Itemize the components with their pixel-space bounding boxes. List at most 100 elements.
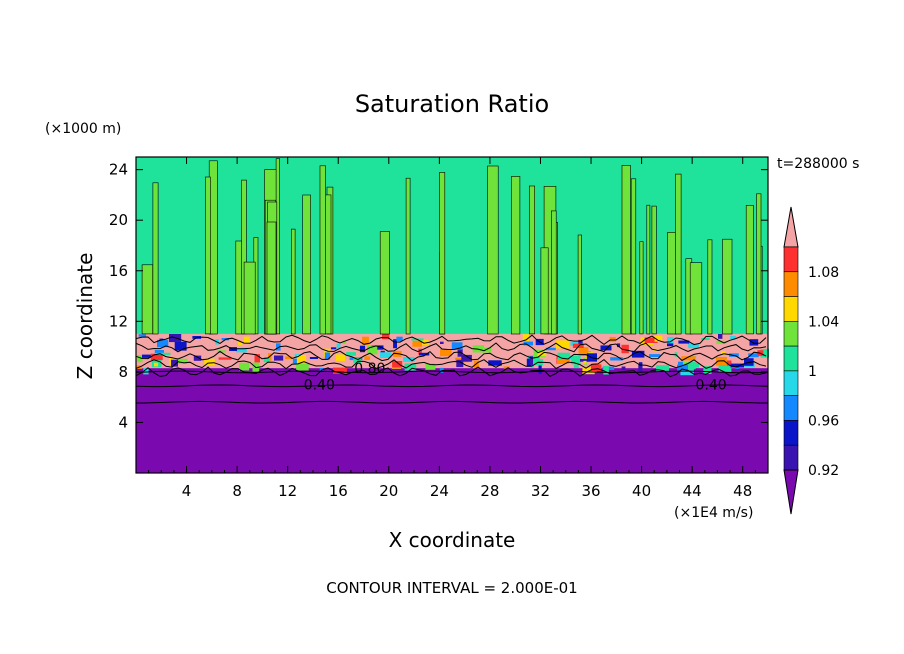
- layer-cell: [603, 365, 609, 375]
- layer-contour-line: [135, 358, 767, 370]
- colorbar-tick-label: 1: [808, 364, 817, 380]
- plume-streak: [439, 172, 446, 335]
- colorbar-tick-label: 1.04: [808, 314, 839, 330]
- colorbar-bottom-arrow: [783, 469, 799, 515]
- layer-cell: [656, 365, 670, 372]
- layer-cell: [573, 364, 579, 369]
- plume-streak: [689, 262, 703, 335]
- plume-streak: [577, 234, 582, 335]
- layer-cell: [263, 357, 270, 363]
- layer-cell: [609, 337, 616, 342]
- colorbar: 1.08 1.04 1 0.96 0.92: [783, 206, 839, 515]
- layer-cell: [578, 347, 589, 356]
- colorbar-tick-label: 0.96: [808, 413, 839, 429]
- layer-cell: [557, 359, 570, 364]
- y-tick-label: 16: [109, 262, 128, 280]
- y-axis-label: Z coordinate: [73, 253, 97, 380]
- layer-cell: [718, 364, 732, 373]
- layer-cell: [631, 350, 645, 358]
- layer-cell: [488, 360, 502, 366]
- layer-cell: [683, 361, 696, 370]
- layer-cell: [638, 362, 643, 366]
- y-tick-label: 4: [118, 413, 128, 431]
- layer-cell: [555, 340, 570, 349]
- colorbar-bin: [783, 345, 799, 372]
- layer-cell: [644, 337, 658, 343]
- layer-cell: [362, 336, 369, 345]
- x-unit-label: (×1E4 m/s): [674, 505, 753, 521]
- plume-streak: [290, 228, 296, 335]
- layer-cell: [461, 354, 472, 362]
- layer-cell: [667, 336, 674, 344]
- layer-cell: [730, 363, 744, 368]
- colorbar-tick-label: 0.92: [808, 463, 839, 479]
- layer-contour-line: [135, 342, 767, 354]
- layer-cell: [572, 343, 584, 348]
- layer-cell: [526, 358, 532, 367]
- layer-cell: [359, 345, 366, 353]
- layer-cell: [557, 352, 571, 362]
- layer-cell: [142, 354, 156, 358]
- layer-cell: [523, 341, 533, 346]
- colorbar-bin: [783, 370, 799, 396]
- layer-cell: [440, 341, 444, 344]
- layer-cell: [380, 352, 392, 358]
- layer-cell: [404, 363, 417, 371]
- layer-cell: [610, 357, 623, 361]
- layer-cell: [538, 365, 542, 374]
- plume-streak: [621, 165, 631, 335]
- colorbar-bin: [783, 296, 799, 322]
- lower-contour-line: [136, 400, 768, 404]
- layer-cell: [137, 355, 143, 363]
- layer-cell: [649, 354, 661, 357]
- layer-cell: [578, 339, 583, 347]
- layer-cell: [392, 361, 403, 368]
- layer-cell: [396, 336, 403, 342]
- plume-streak: [707, 239, 713, 335]
- plume-streak: [319, 165, 326, 335]
- layer-cell: [154, 350, 164, 353]
- plume-streak: [528, 185, 535, 335]
- layer-cell: [760, 348, 769, 358]
- lower-contour-line: [135, 370, 769, 374]
- chart-title: Saturation Ratio: [355, 90, 549, 118]
- layer-cell: [691, 363, 699, 368]
- layer-cell: [393, 339, 397, 349]
- layer-cell: [239, 362, 250, 371]
- plume-streak: [141, 264, 154, 335]
- layer-cell: [380, 350, 385, 354]
- colorbar-bin: [783, 395, 799, 421]
- layer-cell: [617, 343, 621, 348]
- layer-cell: [254, 354, 260, 363]
- x-tick-label: 44: [683, 482, 702, 500]
- layer-cell: [153, 362, 159, 367]
- layer-cell: [703, 366, 712, 374]
- layer-cell: [749, 339, 759, 346]
- layer-cell: [296, 354, 306, 364]
- time-label: t=288000 s: [777, 156, 859, 172]
- layer-cell: [238, 341, 243, 346]
- layer-cell: [331, 347, 337, 350]
- x-tick-label: 8: [232, 482, 242, 500]
- layer-cell: [678, 340, 690, 344]
- colorbar-bin: [783, 246, 799, 273]
- layer-cell: [667, 343, 674, 347]
- plume-streak: [630, 178, 637, 335]
- layer-cell: [748, 353, 759, 358]
- layer-cell: [342, 340, 346, 344]
- colorbar-bin: [783, 271, 799, 297]
- x-tick-label: 4: [182, 482, 192, 500]
- layer-cell: [730, 336, 736, 340]
- plume-streak: [540, 247, 549, 335]
- layer-cell: [217, 350, 226, 353]
- contour-label: 0.80: [354, 361, 385, 377]
- layer-cell: [720, 351, 726, 355]
- contour-field: 0.40 0.80 0.40: [135, 157, 769, 473]
- layer-cell: [716, 340, 727, 344]
- layer-contour-line: [135, 350, 767, 362]
- plume-streak: [675, 173, 682, 335]
- layer-cell: [545, 347, 556, 351]
- layer-cell: [600, 345, 612, 351]
- layer-cell: [364, 356, 371, 360]
